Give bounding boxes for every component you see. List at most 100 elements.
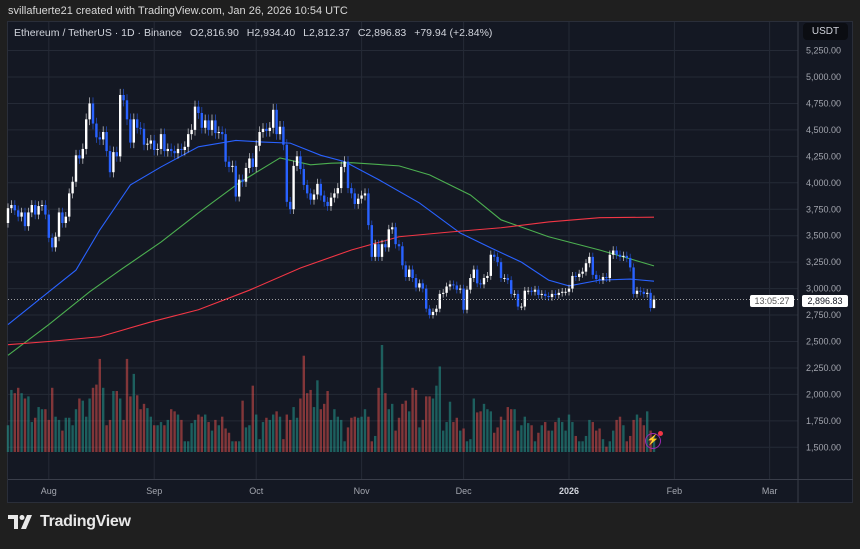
candle-body bbox=[601, 276, 605, 281]
candle-body bbox=[207, 120, 210, 130]
y-tick-label: 2,000.00 bbox=[806, 389, 841, 399]
volume-bar bbox=[425, 396, 428, 452]
candle-body bbox=[421, 283, 424, 289]
candle-body bbox=[193, 106, 197, 130]
volume-bar bbox=[564, 430, 567, 452]
volume-bar bbox=[476, 412, 479, 452]
candle-body bbox=[445, 286, 448, 293]
volume-bar bbox=[159, 422, 163, 452]
volume-bar bbox=[394, 430, 397, 452]
candle-body bbox=[299, 156, 302, 170]
candle-body bbox=[231, 165, 234, 167]
candle-body bbox=[78, 155, 81, 159]
symbol-name[interactable]: Ethereum / TetherUS · 1D · Binance bbox=[14, 27, 182, 39]
candle-body bbox=[306, 184, 309, 194]
candle-body bbox=[652, 299, 656, 308]
volume-bar bbox=[112, 391, 115, 452]
moving-average-line bbox=[7, 139, 655, 326]
volume-bar bbox=[367, 416, 370, 452]
candle-body bbox=[282, 126, 285, 145]
candle-body bbox=[224, 134, 227, 162]
symbol-legend: Ethereum / TetherUS · 1D · Binance O2,81… bbox=[14, 27, 497, 39]
candle-body bbox=[102, 132, 105, 140]
volume-bar bbox=[527, 423, 530, 452]
y-tick-label: 4,000.00 bbox=[806, 178, 841, 188]
y-tick-label: 5,000.00 bbox=[806, 72, 841, 82]
volume-bar bbox=[238, 441, 241, 452]
candle-body bbox=[608, 254, 611, 279]
candle-body bbox=[397, 244, 401, 247]
volume-bar bbox=[139, 409, 142, 452]
volume-bar bbox=[462, 428, 465, 452]
candle-body bbox=[499, 262, 503, 279]
volume-bar bbox=[465, 441, 469, 452]
candle-body bbox=[244, 167, 248, 182]
volume-bar bbox=[156, 425, 159, 452]
candle-body bbox=[649, 292, 652, 308]
candle-body bbox=[268, 127, 271, 131]
candle-body bbox=[295, 156, 299, 166]
candle-body bbox=[37, 206, 40, 215]
volume-bar bbox=[200, 416, 203, 452]
candle-body bbox=[13, 205, 16, 211]
candle-body bbox=[210, 120, 214, 130]
candle-body bbox=[408, 269, 411, 277]
candle-body bbox=[278, 126, 282, 135]
candle-body bbox=[404, 265, 407, 277]
volume-bar bbox=[278, 416, 282, 452]
candle-body bbox=[469, 278, 472, 290]
candle-body bbox=[44, 205, 47, 215]
candle-body bbox=[6, 208, 10, 224]
ohlc-high: H2,934.40 bbox=[246, 27, 296, 39]
volume-bar bbox=[13, 393, 16, 452]
tradingview-logo[interactable]: TradingView bbox=[8, 513, 131, 531]
volume-bar bbox=[323, 403, 326, 452]
y-tick-label: 4,250.00 bbox=[806, 151, 841, 161]
volume-bar bbox=[370, 441, 373, 452]
volume-bar bbox=[6, 425, 10, 452]
candle-body bbox=[523, 290, 526, 307]
candle-body bbox=[598, 279, 601, 281]
candle-body bbox=[142, 128, 146, 145]
volume-bar bbox=[646, 411, 649, 452]
candle-body bbox=[241, 179, 244, 182]
candle-body bbox=[333, 193, 336, 198]
candle-body bbox=[183, 146, 186, 151]
candle-body bbox=[561, 291, 564, 293]
candle-body bbox=[95, 123, 98, 138]
candle-body bbox=[200, 112, 203, 128]
y-tick-label: 2,750.00 bbox=[806, 310, 841, 320]
currency-button[interactable]: USDT bbox=[803, 23, 848, 40]
candle-body bbox=[204, 120, 207, 128]
candle-body bbox=[64, 216, 67, 224]
volume-bar bbox=[326, 391, 329, 452]
volume-bar bbox=[353, 416, 356, 452]
x-tick-label: Feb bbox=[667, 486, 683, 496]
volume-bar bbox=[176, 414, 180, 452]
lightning-icon[interactable]: ⚡ bbox=[645, 431, 663, 449]
volume-bar bbox=[506, 407, 509, 452]
candle-body bbox=[323, 195, 326, 202]
candle-body bbox=[180, 148, 183, 151]
volume-bar bbox=[414, 389, 418, 452]
candle-body bbox=[516, 293, 520, 307]
volume-bar bbox=[292, 407, 295, 452]
candle-body bbox=[289, 201, 292, 210]
volume-bar bbox=[319, 409, 322, 452]
candle-body bbox=[251, 158, 254, 167]
candle-body bbox=[442, 292, 445, 294]
volume-bar bbox=[622, 425, 625, 452]
volume-bar bbox=[513, 409, 516, 452]
volume-bar bbox=[255, 414, 258, 452]
volume-bar bbox=[455, 417, 458, 452]
candle-body bbox=[163, 134, 166, 152]
candle-body bbox=[367, 193, 370, 226]
volume-bar bbox=[193, 419, 197, 452]
candle-body bbox=[479, 283, 482, 285]
candle-body bbox=[272, 109, 275, 128]
candle-body bbox=[584, 263, 588, 272]
volume-bar bbox=[533, 441, 537, 452]
volume-bar bbox=[357, 417, 360, 452]
volume-bar bbox=[183, 441, 186, 452]
